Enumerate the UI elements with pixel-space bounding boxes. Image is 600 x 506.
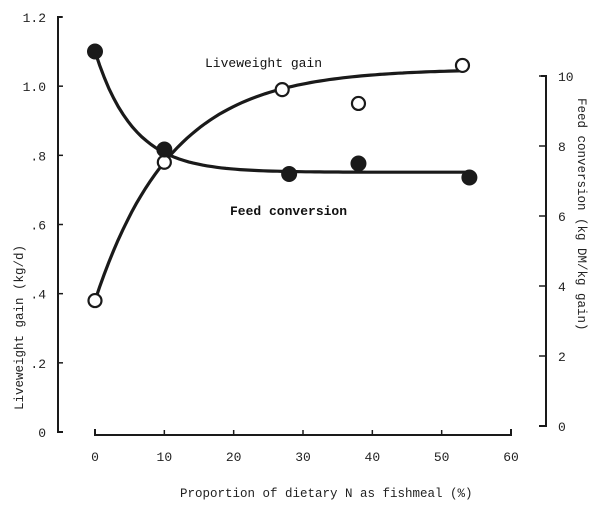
y-tick-label: 1.2 xyxy=(23,11,46,26)
point-liveweight-gain xyxy=(156,154,172,170)
point-feed-conversion xyxy=(87,43,103,60)
y2-tick-label: 8 xyxy=(558,140,566,155)
y2-tick-label: 4 xyxy=(558,280,566,295)
point-liveweight-gain xyxy=(87,292,103,309)
x-axis-title: Proportion of dietary N as fishmeal (%) xyxy=(180,487,473,501)
ticks: 0 .2 .4 .6 .8 1.0 1.2 0 2 4 6 8 10 0 10 20 30 40 50 60 xyxy=(23,11,574,465)
point-liveweight-gain xyxy=(454,57,471,74)
x-tick-label: 20 xyxy=(226,450,242,465)
point-liveweight-gain xyxy=(274,82,290,98)
point-feed-conversion xyxy=(461,169,478,186)
x-tick-label: 10 xyxy=(157,450,173,465)
series-label-liveweight-gain: Liveweight gain xyxy=(205,56,322,71)
y-tick-label: 1.0 xyxy=(23,80,46,95)
axes xyxy=(57,16,547,436)
point-feed-conversion xyxy=(156,141,173,158)
point-liveweight-gain xyxy=(350,95,367,112)
x-tick-label: 50 xyxy=(434,450,450,465)
x-tick-label: 0 xyxy=(91,450,99,465)
y-tick-label: .6 xyxy=(30,219,46,234)
data-points xyxy=(87,43,478,309)
y-tick-label: .2 xyxy=(30,357,46,372)
y2-tick-label: 0 xyxy=(558,420,566,435)
y2-tick-label: 2 xyxy=(558,350,566,365)
x-tick-label: 60 xyxy=(503,450,519,465)
y-tick-label: 0 xyxy=(38,426,46,441)
x-tick-label: 30 xyxy=(295,450,311,465)
x-tick-label: 40 xyxy=(365,450,381,465)
series-label-feed-conversion: Feed conversion xyxy=(230,204,347,219)
point-feed-conversion xyxy=(281,166,298,182)
y2-tick-label: 10 xyxy=(558,70,574,85)
y-tick-label: .4 xyxy=(30,288,46,303)
y2-tick-label: 6 xyxy=(558,210,566,225)
y-axis-title: Liveweight gain (kg/d) xyxy=(13,245,27,410)
curve-liveweight-gain xyxy=(93,69,465,303)
y2-axis-title: Feed conversion (kg DM/kg gain) xyxy=(574,98,588,331)
y-tick-label: .8 xyxy=(30,149,46,164)
point-feed-conversion xyxy=(350,155,367,172)
y2-axis-line xyxy=(539,75,547,427)
